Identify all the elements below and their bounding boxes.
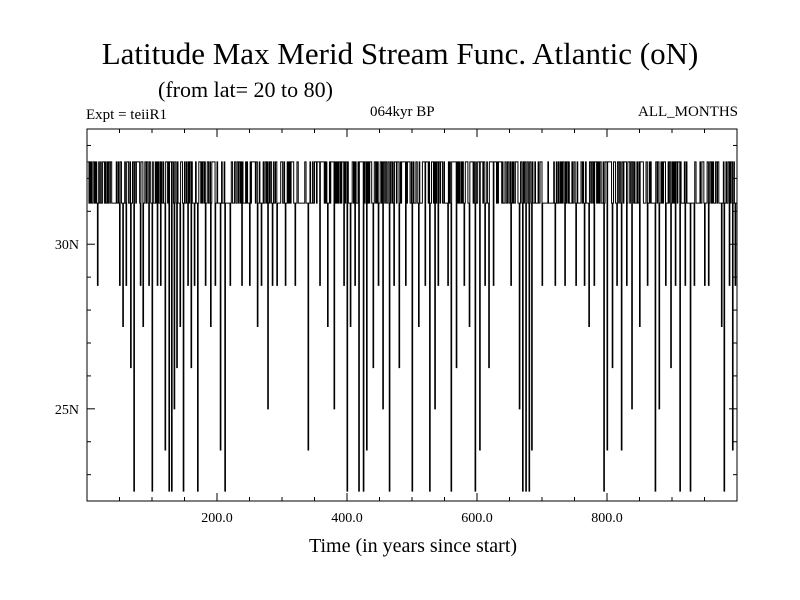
x-axis-label: Time (in years since start) [308,535,518,557]
experiment-label: Expt = teiiR1 [86,107,167,123]
series-layer [87,161,738,492]
months-label: ALL_MONTHS [638,104,738,120]
x-tick-label: 200.0 [201,511,233,526]
chart-subtitle: (from lat= 20 to 80) [158,77,333,102]
x-tick-label: 800.0 [591,511,623,526]
chart-title: Latitude Max Merid Stream Func. Atlantic… [101,36,699,71]
series-line [87,161,738,492]
tick-layer: 200.0 400.0 600.0 800.0 25N 30N [55,129,737,526]
y-tick-label: 25N [55,403,79,418]
y-tick-label: 30N [55,238,79,253]
period-label: 064kyr BP [370,104,435,120]
x-tick-label: 400.0 [331,511,363,526]
x-tick-label: 600.0 [461,511,493,526]
